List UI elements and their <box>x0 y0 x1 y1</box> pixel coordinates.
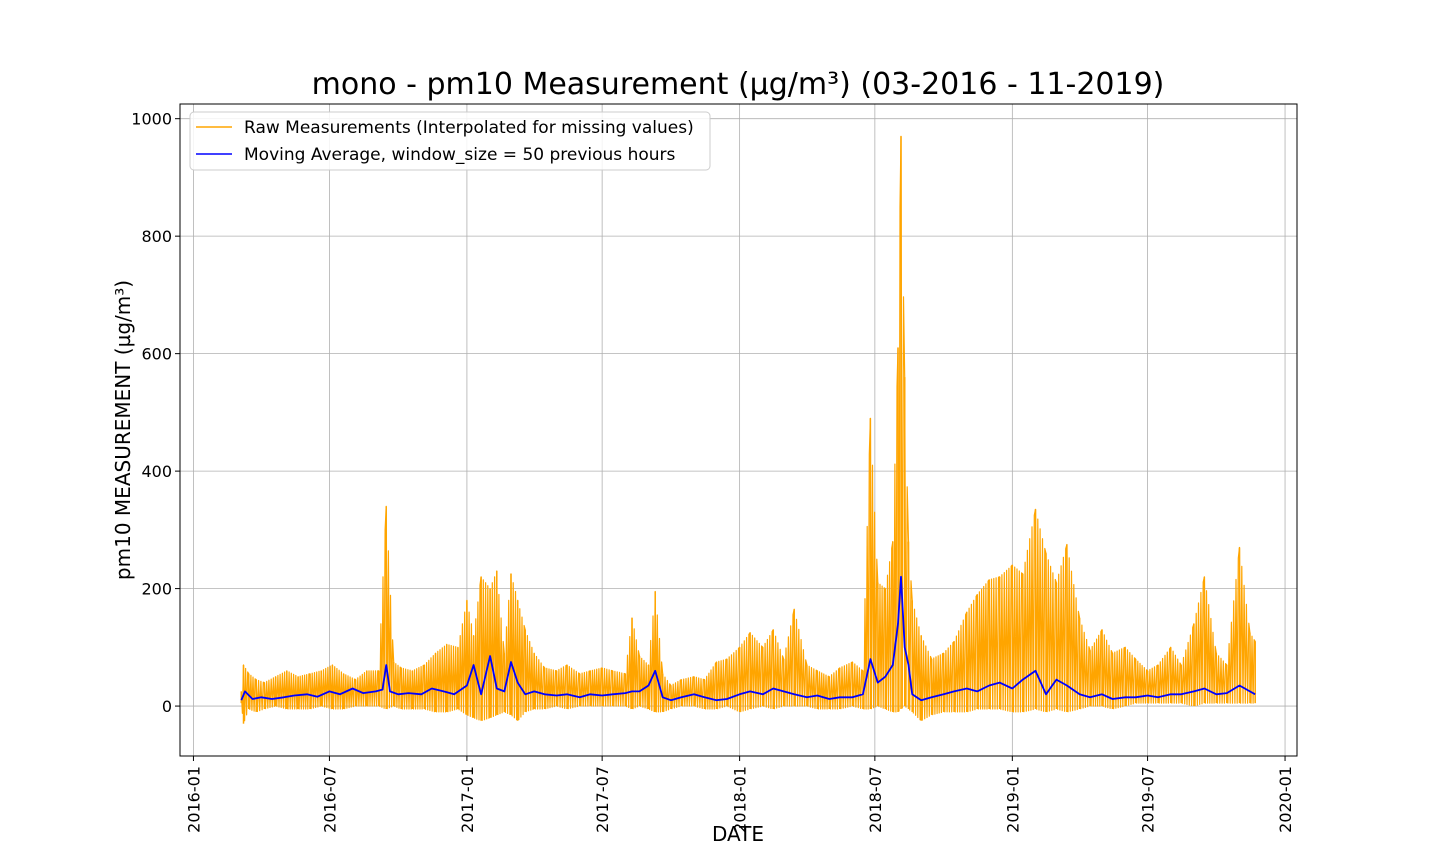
series-moving-average-line <box>240 575 1256 702</box>
legend-box <box>189 111 711 171</box>
x-tick-label: 2017-07 <box>593 766 612 833</box>
series-layer <box>240 135 1256 724</box>
y-axis-label: pm10 MEASUREMENT (µg/m³) <box>111 280 135 580</box>
plot-frame <box>179 103 1298 757</box>
y-tick-label: 800 <box>141 227 172 246</box>
legend-label-raw: Raw Measurements (Interpolated for missi… <box>244 118 694 138</box>
legend-label-moving-average: Moving Average, window_size = 50 previou… <box>244 145 676 165</box>
y-tick-label: 200 <box>141 580 172 599</box>
y-tick-label: 400 <box>141 462 172 481</box>
legend: Raw Measurements (Interpolated for missi… <box>189 111 711 171</box>
ticks: 0 200 400 600 800 1000 2016-01 2016-07 2017-01 20… <box>131 110 1295 833</box>
x-tick-label: 2020-01 <box>1276 766 1295 833</box>
x-axis-label: DATE <box>712 822 764 846</box>
x-tick-label: 2019-07 <box>1139 766 1158 833</box>
x-tick-label: 2016-01 <box>184 766 203 833</box>
chart-title: mono - pm10 Measurement (µg/m³) (03-2016… <box>312 67 1165 102</box>
y-tick-label: 1000 <box>131 110 172 129</box>
x-tick-label: 2018-07 <box>866 766 885 833</box>
y-tick-label: 0 <box>162 697 172 716</box>
y-tick-label: 600 <box>141 345 172 364</box>
x-tick-label: 2019-01 <box>1003 766 1022 833</box>
x-tick-label: 2016-07 <box>320 766 339 833</box>
x-tick-label: 2018-01 <box>731 766 750 833</box>
x-tick-label: 2017-01 <box>458 766 477 833</box>
